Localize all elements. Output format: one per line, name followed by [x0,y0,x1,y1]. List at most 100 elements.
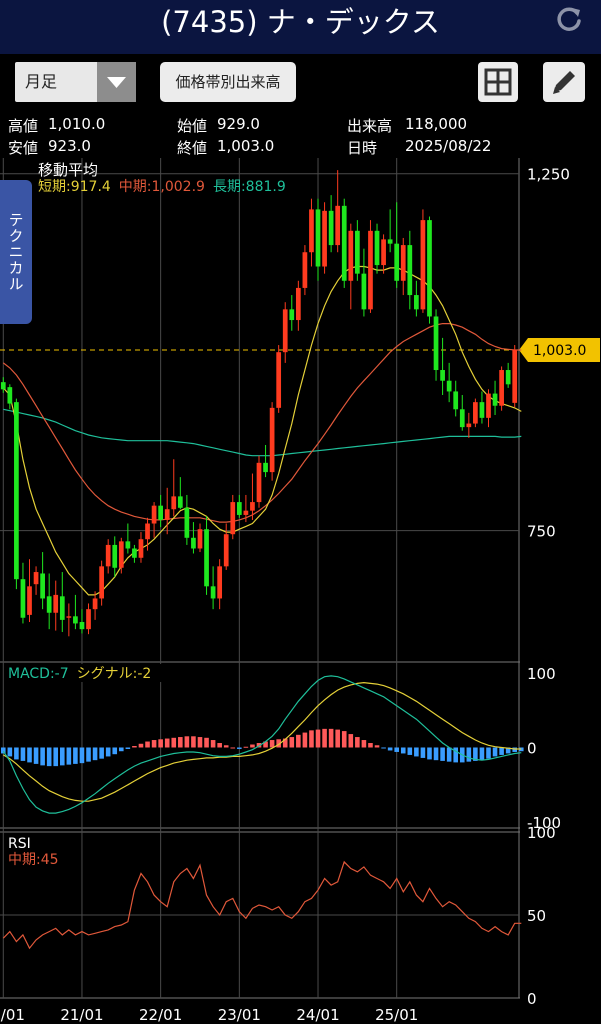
macd-bar [250,744,255,748]
macd-bar [355,737,360,748]
macd-bar [151,740,157,748]
candle [46,596,52,613]
macd-bar [164,738,170,748]
candle [328,210,334,246]
x-tick-label: 23/01 [218,1006,261,1024]
y-tick-label: 750 [527,523,556,541]
y-tick-label: 0 [527,739,537,757]
candle [466,423,472,428]
macd-bar [86,747,91,762]
candle [92,598,98,610]
legend-item: 中期:1,002.9 [119,179,205,195]
high-value: 1,010.0 [48,115,106,133]
candle [223,534,229,567]
macd-bar [217,743,222,748]
macd-bar [0,747,6,754]
macd-bar [374,745,380,748]
macd-bar [210,740,216,748]
candle [381,239,386,266]
candle [335,205,341,246]
candle [414,295,419,310]
candle [20,579,26,618]
macd-bar [276,739,281,748]
candle [145,523,150,540]
candle [204,529,209,587]
technical-tab[interactable] [0,180,32,324]
macd-bar [73,747,78,764]
macd-bar [269,740,275,748]
candle [289,309,295,321]
x-tick-label: 21/01 [60,1006,103,1024]
macd-bar [184,736,190,748]
macd-bar [381,747,386,749]
macd-bar [92,747,98,761]
ma-mid-line [2,323,522,523]
macd-bar [368,743,373,748]
candle [86,609,91,630]
volume-by-price-button[interactable]: 価格帯別出来高 [160,62,296,102]
candle [33,572,39,585]
current-price-tag [519,338,600,363]
candle [27,586,32,615]
macd-bar [197,737,203,748]
candle [7,387,13,404]
macd-bar [138,743,144,748]
macd-bar [112,747,118,755]
macd-bar [407,747,413,755]
technical-tab-label: テクニカル [6,212,25,292]
pencil-icon[interactable] [543,62,585,102]
macd-bar [433,747,439,761]
grid-icon[interactable] [478,62,518,102]
y-tick-label: 100 [527,824,556,842]
candle [374,230,380,266]
y-tick-label: -100 [527,814,561,832]
candle [368,230,373,310]
macd-bar [348,734,354,748]
candle [40,573,45,599]
candle [276,352,282,408]
macd-bar [453,747,459,763]
candle [505,370,511,385]
stock-chart[interactable]: 1,2507501000-10010050020/0121/0122/0123/… [0,158,601,1024]
candle [171,496,177,510]
candle [394,243,400,281]
candle [354,230,360,274]
macd-bar [171,737,177,748]
x-tick-label: 24/01 [296,1006,339,1024]
candle [499,370,504,406]
macd-bar [473,747,478,761]
candle [341,205,347,281]
candle [151,505,157,524]
macd-bar [27,747,32,763]
macd-bar [263,741,268,748]
macd-bar [400,747,406,754]
open-value: 929.0 [217,115,260,133]
candle [256,462,262,503]
macd-bar [53,747,59,767]
macd-bar [414,747,419,757]
candle [230,502,236,535]
macd-bar [14,747,19,760]
candle [295,287,301,321]
chevron-down-icon[interactable] [97,62,136,102]
legend-item: 中期:45 [8,852,59,868]
macd-bar [33,747,39,764]
macd-bar [387,747,393,751]
volume-label: 出来高 [347,117,393,135]
macd-bar [243,746,249,748]
x-tick-label: 20/01 [0,1006,25,1024]
period-select[interactable]: 月足 [15,62,136,102]
macd-bar [191,736,196,748]
macd-bar [328,728,334,748]
macd-bar [512,747,518,752]
macd-bar [486,747,491,759]
page-title: (7435) ナ・デックス [161,5,440,39]
candle [446,380,452,392]
macd-bar [223,745,229,748]
macd-bar [204,737,209,748]
macd-bar [296,734,301,748]
candle [158,505,164,520]
refresh-icon[interactable] [552,2,586,36]
macd-bar [505,747,511,754]
candle [73,616,78,624]
